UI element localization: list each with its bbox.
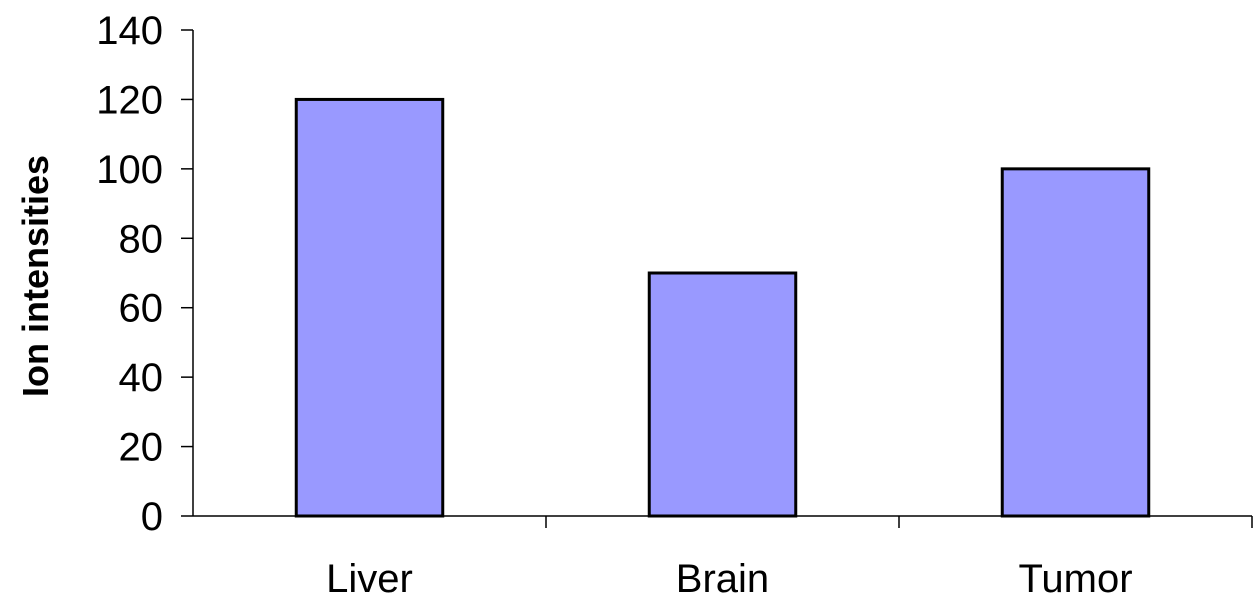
- x-category-label: Tumor: [1018, 557, 1132, 601]
- y-axis-ticks: 0 20 40 60 80 100 120 140: [96, 9, 193, 539]
- y-tick-label: 0: [141, 495, 163, 539]
- x-category-label: Liver: [326, 557, 413, 601]
- y-tick-label: 140: [96, 9, 163, 53]
- y-tick-label: 80: [119, 217, 164, 261]
- x-axis-labels: Liver Brain Tumor: [326, 557, 1132, 601]
- bar-brain: [647, 271, 798, 518]
- x-category-label: Brain: [676, 557, 769, 601]
- y-axis-label: Ion intensities: [15, 155, 56, 397]
- x-axis-ticks: [545, 516, 1253, 528]
- y-tick-label: 100: [96, 148, 163, 192]
- bar-tumor: [1000, 167, 1151, 518]
- y-tick-label: 20: [119, 426, 164, 470]
- bar-liver: [294, 97, 445, 518]
- y-tick-label: 60: [119, 287, 164, 331]
- bars: [294, 97, 1151, 518]
- y-tick-label: 40: [119, 356, 164, 400]
- y-tick-label: 120: [96, 78, 163, 122]
